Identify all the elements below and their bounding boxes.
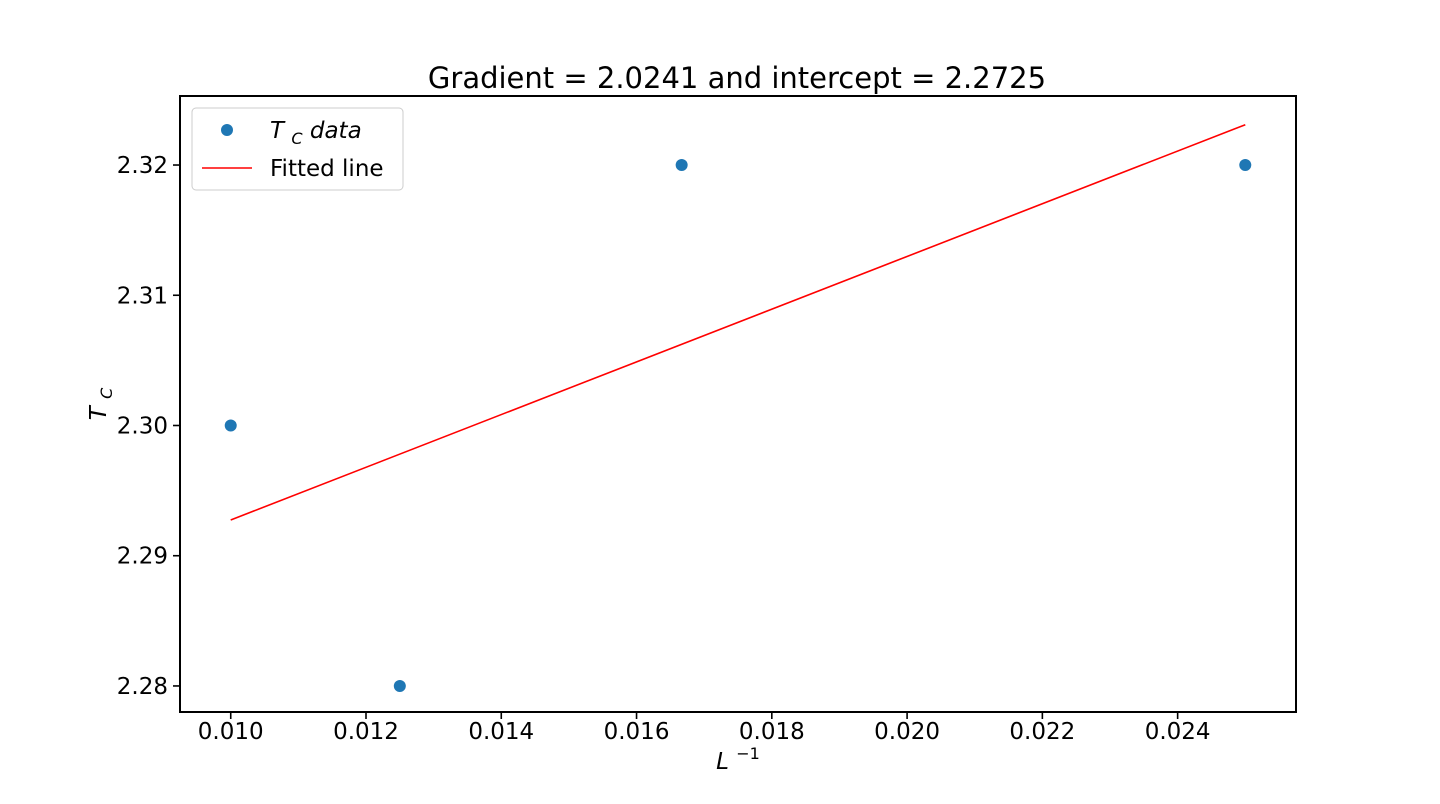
data-point [224,419,237,432]
data-point [1239,159,1252,172]
fitted-line [230,123,1246,521]
x-ticks: 0.010 0.012 0.014 0.016 0.018 0.020 0.022 0.024 [198,712,1211,745]
y-axis-label-base: T [86,404,112,420]
legend-label-tc-rest: data [310,118,362,144]
x-tick-label: 0.018 [739,719,805,745]
series-layer [224,123,1252,692]
x-tick-label: 0.012 [333,719,399,745]
x-tick-label: 0.014 [468,719,534,745]
x-tick-label: 0.010 [198,719,264,745]
y-axis-label-sub: C [97,387,116,399]
legend-label-fitted-line: Fitted line [270,156,384,182]
y-ticks: 2.28 2.29 2.30 2.31 2.32 [117,153,180,700]
x-tick-label: 0.024 [1145,719,1211,745]
x-axis-label-sup: −1 [736,744,760,763]
x-axis-label-base: L [716,749,729,775]
legend-label-tc-base: T [270,118,286,144]
y-tick-label: 2.29 [117,544,168,570]
x-tick-label: 0.020 [874,719,940,745]
data-point [393,679,406,692]
x-tick-label: 0.022 [1009,719,1075,745]
legend-label-tc-data: T C data [270,118,362,150]
legend: T C data Fitted line [191,107,404,191]
y-tick-label: 2.32 [117,153,168,179]
y-tick-label: 2.28 [117,674,168,700]
x-tick-label: 0.016 [604,719,670,745]
legend-box [191,107,404,191]
x-axis-label: L −1 [716,744,760,775]
y-tick-label: 2.31 [117,283,168,309]
plot-frame [179,95,1297,713]
chart-title: Gradient = 2.0241 and intercept = 2.2725 [428,61,1046,95]
legend-marker-tc-data [221,124,233,136]
y-axis-label: T C [86,387,116,420]
y-tick-label: 2.30 [117,413,168,439]
data-point [675,159,688,172]
legend-label-tc-sub: C [291,129,303,148]
